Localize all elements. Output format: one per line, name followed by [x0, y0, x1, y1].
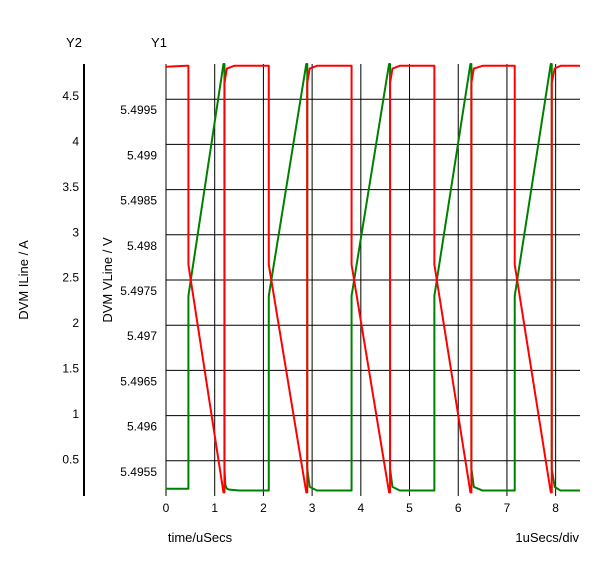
y1-tick-label-2: 5.4965 [120, 374, 157, 388]
y1-tick-label-6: 5.4985 [120, 194, 157, 208]
x-scale-note: 1uSecs/div [515, 530, 579, 545]
y1-tick-labels: 5.4955 5.496 5.4965 5.497 5.4975 5.498 5.4985 5… [120, 103, 157, 479]
y2-tick-label-7: 4 [72, 134, 79, 148]
y1-axis-caption: Y1 [151, 35, 167, 50]
y1-tick-label-3: 5.497 [127, 329, 157, 343]
y1-tick-label-0: 5.4955 [120, 465, 157, 479]
y2-tick-label-8: 4.5 [62, 89, 79, 103]
x-tick-label-6: 6 [455, 501, 462, 515]
y2-tick-label-5: 3 [72, 225, 79, 239]
y1-tick-label-4: 5.4975 [120, 284, 157, 298]
y1-tick-label-1: 5.496 [127, 420, 157, 434]
x-tick-label-3: 3 [309, 501, 316, 515]
y2-tick-label-0: 0.5 [62, 453, 79, 467]
y2-tick-label-1: 1 [72, 407, 79, 421]
x-tick-label-2: 2 [260, 501, 267, 515]
y1-tick-label-5: 5.498 [127, 239, 157, 253]
y2-tick-labels: 0.5 1 1.5 2 2.5 3 3.5 4 4.5 [62, 89, 79, 467]
x-tick-labels: 0 1 2 3 4 5 6 7 8 [163, 501, 560, 515]
y1-tick-label-7: 5.499 [127, 148, 157, 162]
current-series-line [166, 63, 580, 492]
y2-tick-label-6: 3.5 [62, 180, 79, 194]
y2-tick-label-3: 2 [72, 316, 79, 330]
y2-tick-label-4: 2.5 [62, 271, 79, 285]
y1-axis-label: DVM VLine / V [100, 237, 115, 323]
x-tick-label-4: 4 [357, 501, 364, 515]
y2-tick-label-2: 1.5 [62, 362, 79, 376]
x-tick-label-5: 5 [406, 501, 413, 515]
x-tick-label-7: 7 [504, 501, 511, 515]
x-tick-label-0: 0 [163, 501, 170, 515]
plot-series [165, 63, 580, 494]
x-axis-label: time/uSecs [168, 530, 233, 545]
grid-lines [165, 64, 580, 496]
y2-axis-label: DVM ILine / A [16, 240, 31, 320]
voltage-series-line [165, 64, 580, 494]
y1-tick-label-8: 5.4995 [120, 103, 157, 117]
x-tick-label-8: 8 [552, 501, 559, 515]
y2-axis-caption: Y2 [66, 35, 82, 50]
x-tick-label-1: 1 [211, 501, 218, 515]
